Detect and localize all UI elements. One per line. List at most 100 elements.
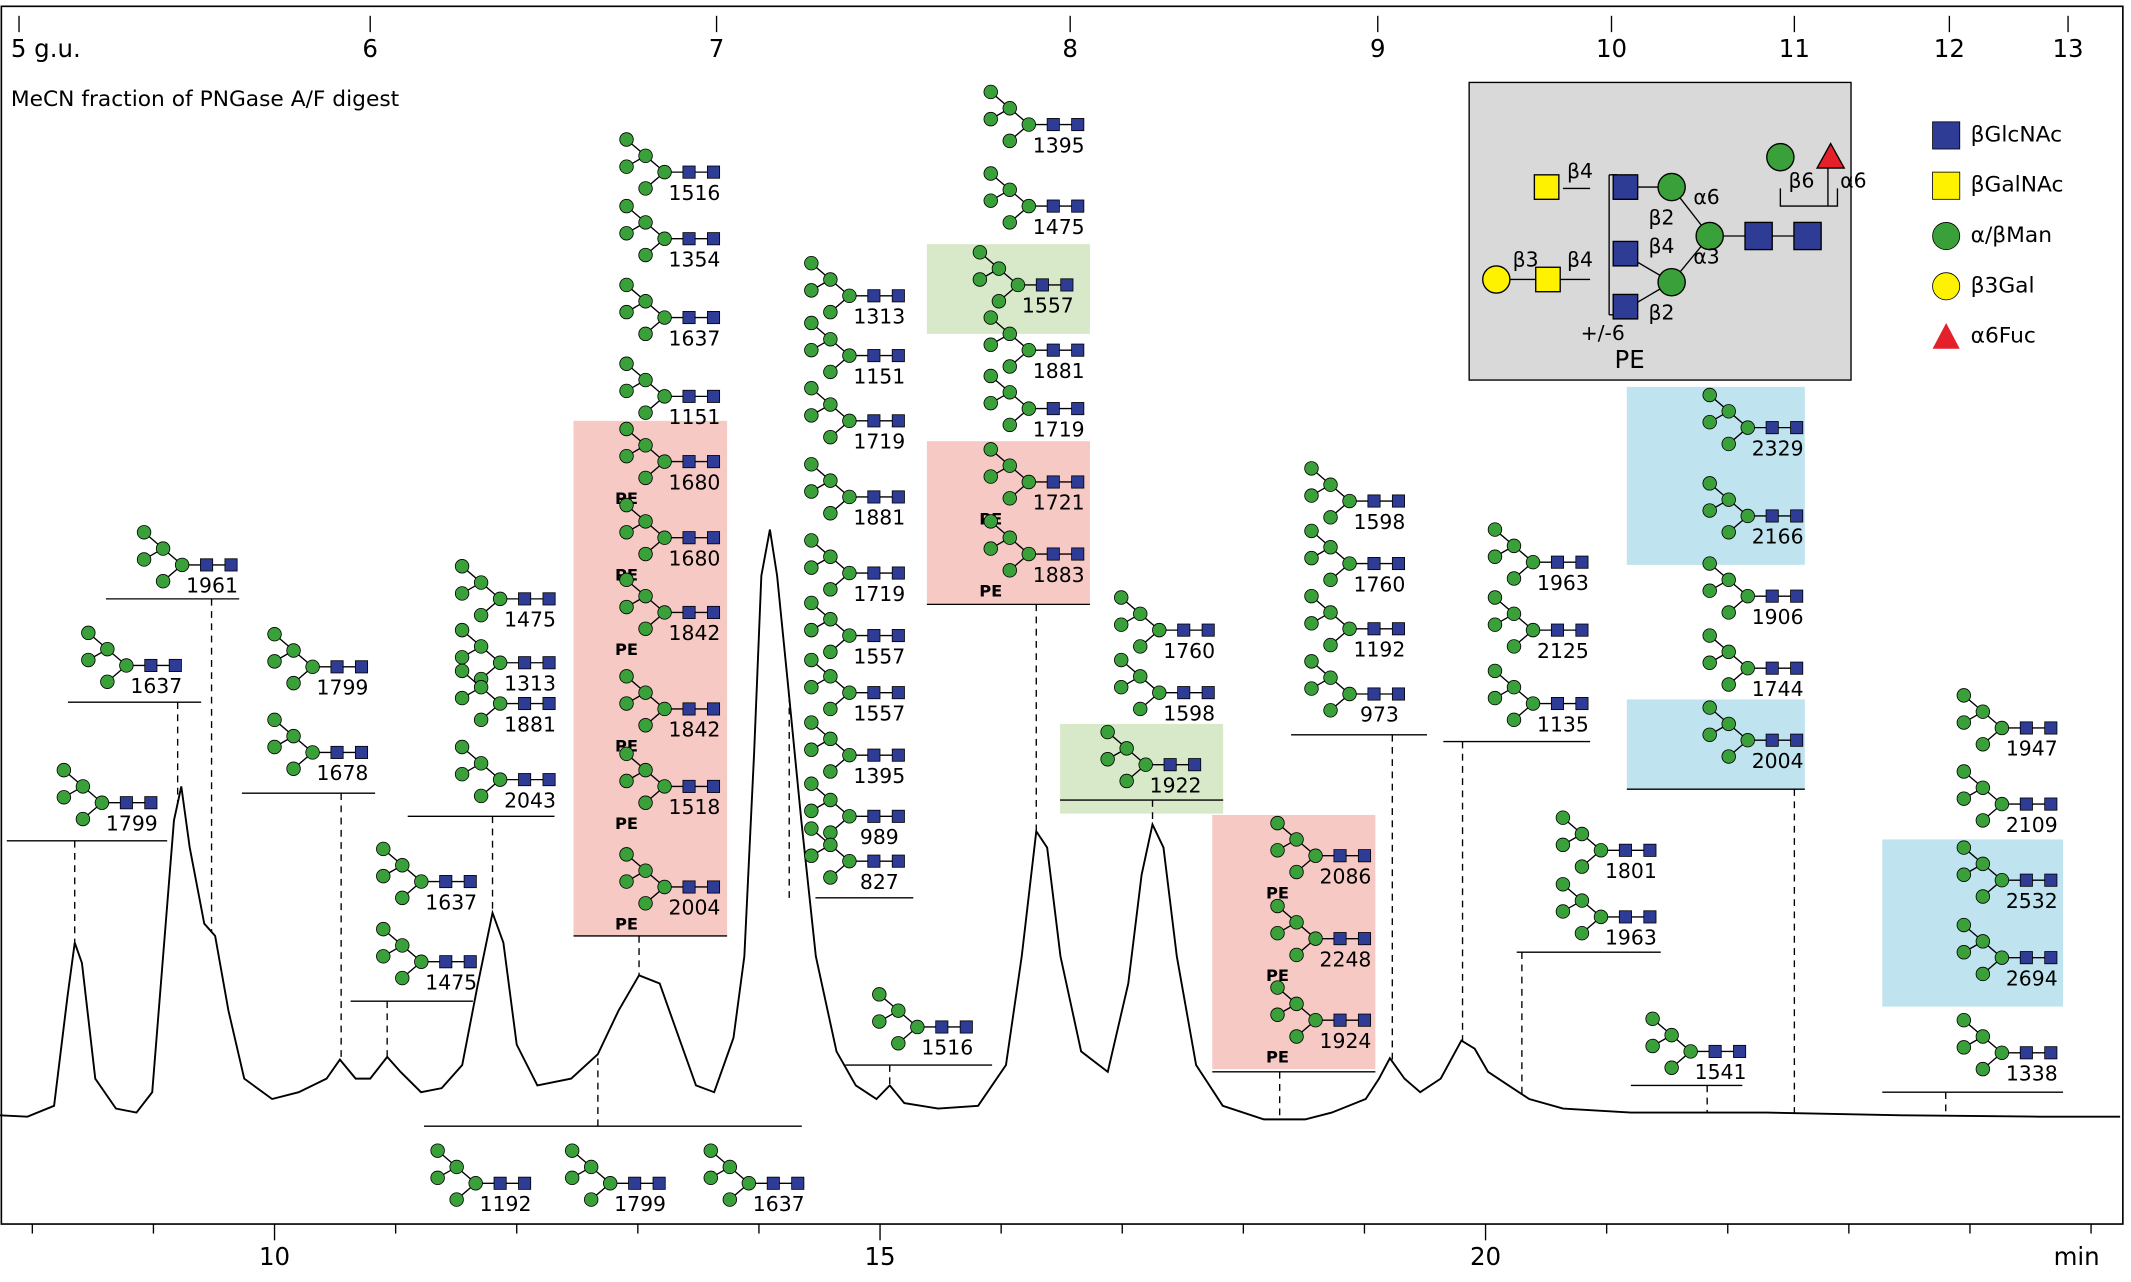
glycan-label: 1192 — [480, 1192, 532, 1216]
glycan-icon — [983, 166, 1085, 230]
glycan-label: 1801 — [1605, 859, 1657, 883]
linkage-label: +/-6 — [1581, 321, 1625, 345]
mannose — [804, 652, 819, 668]
glcnac — [706, 165, 721, 179]
mannose — [286, 728, 301, 744]
mannose — [638, 621, 653, 636]
glycan-label: 1842 — [669, 621, 721, 645]
mannose — [657, 530, 672, 545]
glcnac — [330, 660, 344, 674]
glcnac — [706, 779, 721, 793]
glycan-label: 1881 — [853, 506, 905, 530]
schematic — [1482, 142, 1846, 320]
mannose — [983, 193, 998, 208]
mannose — [983, 310, 998, 325]
mannose — [1342, 621, 1357, 636]
mannose — [1702, 700, 1717, 715]
glycan-label: 1516 — [669, 181, 721, 205]
glycan-label: 1354 — [669, 247, 721, 271]
glycan-label: 1881 — [1033, 359, 1085, 383]
mannose — [1721, 605, 1736, 620]
mannose — [1702, 387, 1717, 403]
mannose — [1308, 1012, 1323, 1028]
mannose — [1289, 915, 1304, 930]
glcnac — [1765, 509, 1779, 523]
mannose — [1740, 588, 1755, 604]
glycan-icon — [619, 277, 721, 342]
glycan-icon — [983, 442, 1085, 506]
glycan-icon — [1702, 476, 1804, 540]
mannose — [1487, 522, 1503, 537]
glcnac — [867, 349, 881, 363]
glcnac — [1071, 475, 1085, 489]
mannose — [267, 627, 282, 642]
mannose — [1721, 644, 1736, 660]
plot-frame — [0, 5, 2124, 1225]
glcnac — [1333, 849, 1347, 863]
mannose — [804, 533, 819, 548]
mannose — [1525, 622, 1541, 638]
mannose — [1994, 872, 2010, 888]
mannose — [842, 685, 857, 700]
glycan-label: 1719 — [1033, 417, 1085, 441]
glycan-label: 1395 — [853, 764, 905, 788]
mannose — [1555, 904, 1571, 919]
glycan-label: 1842 — [669, 718, 721, 742]
mannose — [1525, 696, 1541, 711]
mannose — [1506, 680, 1522, 695]
mannose — [1956, 1040, 1972, 1055]
linkage-label: PE — [1615, 345, 1645, 374]
mannose — [1555, 877, 1571, 892]
mannose — [564, 1143, 580, 1158]
glycan-icon — [804, 315, 905, 380]
mannose — [657, 454, 672, 469]
mannose — [1270, 925, 1285, 941]
glycan-label: 1924 — [1320, 1029, 1372, 1053]
glcnac — [1790, 589, 1804, 603]
mannose — [267, 739, 282, 755]
mannose — [1975, 780, 1991, 795]
mannose — [473, 680, 489, 695]
glycan-tag: PE — [1266, 883, 1289, 902]
mannose — [657, 164, 672, 180]
mannose — [1487, 690, 1503, 706]
mannose — [1289, 947, 1304, 963]
mannose — [1975, 737, 1991, 752]
glycan-label: 2532 — [2006, 889, 2058, 913]
mannose — [136, 552, 152, 567]
glycan-icon — [1702, 556, 1804, 620]
mannose — [823, 473, 838, 488]
glycan-label: 2125 — [1537, 639, 1589, 663]
glycan-label: 1963 — [1605, 926, 1657, 950]
glycan-icon — [1487, 522, 1589, 586]
glcnac — [1357, 849, 1372, 863]
glycan-icon — [1956, 1012, 2058, 1077]
mannose — [1956, 764, 1972, 779]
glcnac — [682, 232, 696, 246]
mannose — [1021, 546, 1037, 562]
glcnac — [200, 558, 214, 572]
mannose — [492, 655, 508, 670]
glcnac — [1575, 623, 1589, 637]
glycan-icon — [1100, 724, 1202, 789]
mannose — [638, 470, 653, 486]
glcnac — [682, 455, 696, 469]
mannose — [174, 557, 190, 573]
glcnac — [1201, 686, 1215, 700]
glycan-label: 1151 — [669, 405, 721, 429]
glcnac — [1391, 557, 1405, 571]
glycan-icon — [983, 368, 1085, 433]
mannose — [638, 546, 653, 562]
glcnac — [1177, 686, 1191, 700]
mannose — [56, 790, 72, 805]
mannose — [1119, 741, 1134, 756]
mannose — [1119, 773, 1134, 789]
glycan-icon — [1304, 654, 1405, 718]
glycan-icon — [1555, 810, 1657, 874]
mannose — [1304, 550, 1319, 566]
mannose — [492, 591, 508, 607]
mannose — [94, 795, 110, 810]
glcnac — [891, 686, 905, 700]
glcnac — [1550, 555, 1565, 569]
linkage-label: β2 — [1649, 300, 1675, 324]
